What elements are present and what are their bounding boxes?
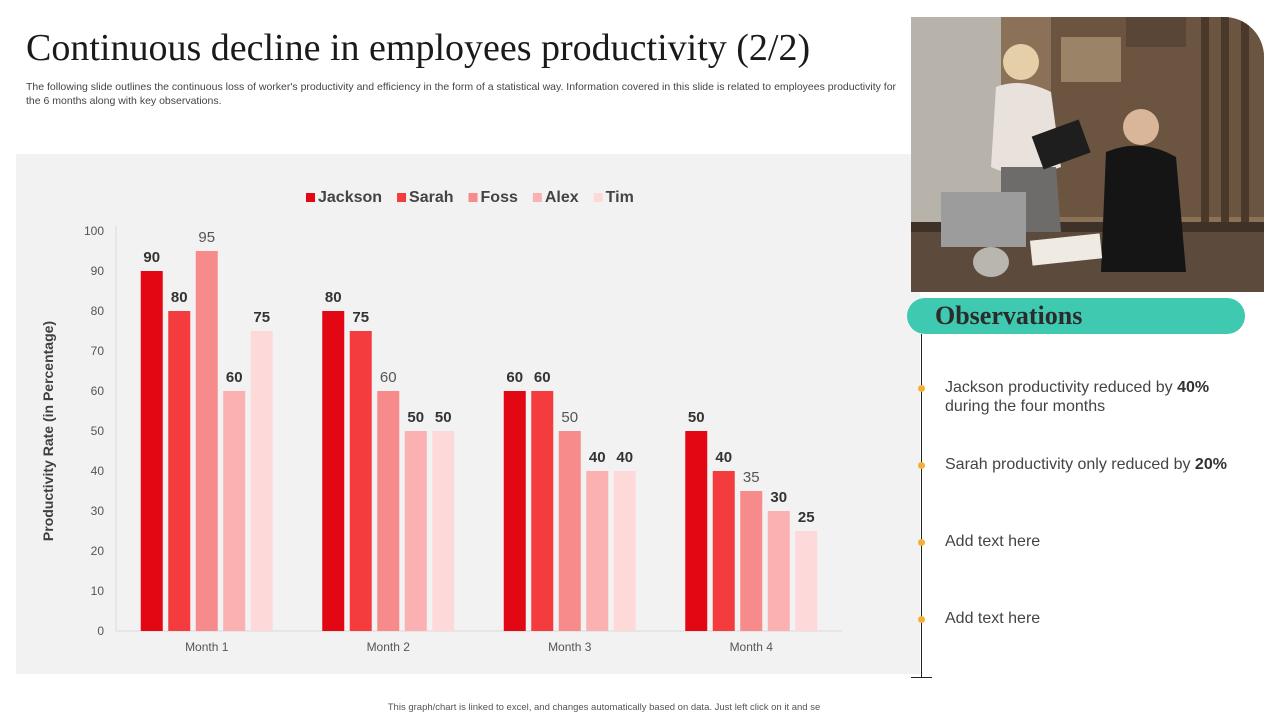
bullet-dot-icon — [918, 385, 925, 392]
bullet-dot-icon — [918, 462, 925, 469]
bar-sarah — [531, 391, 554, 631]
bullet-dot-icon — [918, 616, 925, 623]
bar-foss — [740, 491, 763, 631]
legend-label: Sarah — [409, 189, 453, 206]
legend-label: Foss — [481, 189, 518, 206]
data-label: 95 — [198, 229, 215, 246]
timeline-line — [921, 334, 922, 678]
data-label: 30 — [770, 489, 787, 506]
y-tick-label: 50 — [91, 424, 105, 438]
bar-foss — [558, 431, 581, 631]
legend-swatch — [532, 193, 542, 202]
y-tick-label: 20 — [91, 544, 105, 558]
productivity-bar-chart[interactable]: 0 10 20 30 40 50 60 70 80 90 100 Productivity Rate … — [16, 154, 920, 674]
bar-alex — [586, 471, 609, 631]
observation-text: Add text here — [945, 533, 1041, 550]
bar-sarah — [168, 311, 191, 631]
observation-text: Jackson productivity reduced by 40% duri… — [945, 379, 1210, 415]
data-label: 40 — [589, 449, 606, 466]
legend-swatch — [468, 193, 478, 202]
observations-title: Observations — [935, 301, 1083, 330]
bar-tim — [795, 531, 818, 631]
bar-alex — [404, 431, 427, 631]
y-tick-label: 80 — [91, 304, 105, 318]
y-tick-label: 0 — [97, 624, 104, 638]
data-label: 60 — [534, 369, 551, 386]
bar-foss — [377, 391, 400, 631]
y-axis-title: Productivity Rate (in Percentage) — [40, 321, 56, 541]
data-label: 50 — [688, 409, 705, 426]
data-label: 60 — [226, 369, 243, 386]
footer-note: This graph/chart is linked to excel, and… — [387, 702, 821, 713]
bullet-dot-icon — [918, 539, 925, 546]
y-tick-label: 90 — [91, 264, 105, 278]
x-tick-label: Month 2 — [367, 640, 411, 654]
bar-jackson — [322, 311, 345, 631]
y-tick-label: 60 — [91, 384, 105, 398]
data-label: 75 — [352, 309, 369, 326]
observations-header: Observations — [907, 298, 1245, 334]
bar-alex — [767, 511, 790, 631]
y-tick-label: 70 — [91, 344, 105, 358]
bar-jackson — [503, 391, 526, 631]
legend-label: Tim — [606, 189, 634, 206]
data-label: 90 — [143, 249, 160, 266]
legend-swatch — [397, 193, 407, 202]
timeline-end-cap — [911, 677, 932, 678]
observation-text: Sarah productivity only reduced by 20% — [945, 456, 1227, 473]
legend-swatch — [593, 193, 603, 202]
data-label: 50 — [407, 409, 424, 426]
bar-alex — [223, 391, 246, 631]
data-label: 80 — [171, 289, 188, 306]
y-tick-label: 40 — [91, 464, 105, 478]
y-tick-label: 100 — [84, 224, 104, 238]
slide-subtitle: The following slide outlines the continu… — [26, 81, 897, 107]
legend-label: Jackson — [318, 189, 382, 206]
x-tick-label: Month 1 — [185, 640, 229, 654]
bar-foss — [195, 251, 218, 631]
y-tick-label: 10 — [91, 584, 105, 598]
bar-sarah — [349, 331, 372, 631]
data-label: 40 — [715, 449, 732, 466]
bar-tim — [250, 331, 273, 631]
data-label: 40 — [616, 449, 633, 466]
data-label: 60 — [506, 369, 523, 386]
bar-jackson — [140, 271, 163, 631]
data-label: 80 — [325, 289, 342, 306]
bar-tim — [613, 471, 636, 631]
data-label: 60 — [380, 369, 397, 386]
x-tick-label: Month 4 — [730, 640, 774, 654]
bar-sarah — [712, 471, 735, 631]
data-label: 75 — [253, 309, 270, 326]
legend-label: Alex — [545, 189, 579, 206]
office-photo — [911, 17, 1264, 292]
observation-text: Add text here — [945, 610, 1041, 627]
bar-tim — [432, 431, 455, 631]
data-label: 50 — [435, 409, 452, 426]
slide-title: Continuous decline in employees producti… — [26, 27, 811, 69]
y-tick-label: 30 — [91, 504, 105, 518]
data-label: 50 — [561, 409, 578, 426]
x-tick-label: Month 3 — [548, 640, 592, 654]
legend-swatch — [306, 193, 315, 202]
data-label: 35 — [743, 469, 760, 486]
data-label: 25 — [798, 509, 815, 526]
chart-panel[interactable]: 0 10 20 30 40 50 60 70 80 90 100 Productivity Rate … — [16, 154, 920, 674]
bar-jackson — [685, 431, 708, 631]
